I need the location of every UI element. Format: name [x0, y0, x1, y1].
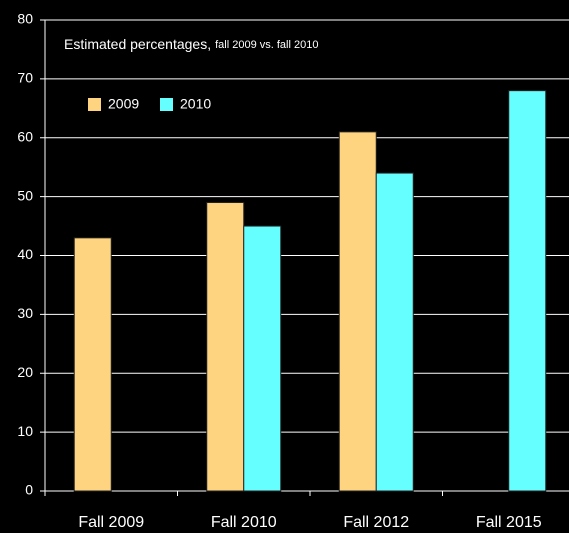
bar [243, 225, 282, 492]
y-tick-label: 0 [25, 482, 33, 498]
bar [206, 202, 245, 492]
subtitle: fall 2009 vs. fall 2010 [215, 39, 318, 51]
legend-label: 2009 [108, 96, 139, 112]
x-tick-label: Fall 2012 [343, 514, 409, 531]
y-tick-label: 80 [17, 11, 33, 27]
y-tick-label: 40 [17, 246, 33, 262]
legend-label: 2010 [180, 96, 211, 112]
x-tick-label: Fall 2015 [476, 514, 542, 531]
y-tick-label: 30 [17, 305, 33, 321]
y-tick-label: 10 [17, 423, 33, 439]
bar [338, 131, 377, 492]
legend-swatch [88, 98, 101, 111]
bar [73, 237, 112, 492]
y-tick-label: 50 [17, 187, 33, 203]
y-tick-label: 70 [17, 70, 33, 86]
title: Estimated percentages, [64, 36, 211, 52]
bar [508, 90, 547, 492]
x-tick-label: Fall 2009 [78, 514, 144, 531]
x-tick-label: Fall 2010 [211, 514, 277, 531]
y-tick-label: 60 [17, 128, 33, 144]
y-tick-label: 20 [17, 364, 33, 380]
legend-swatch [160, 98, 173, 111]
bar [375, 172, 414, 492]
chart-title: Estimated percentages, fall 2009 vs. fall… [64, 36, 318, 52]
